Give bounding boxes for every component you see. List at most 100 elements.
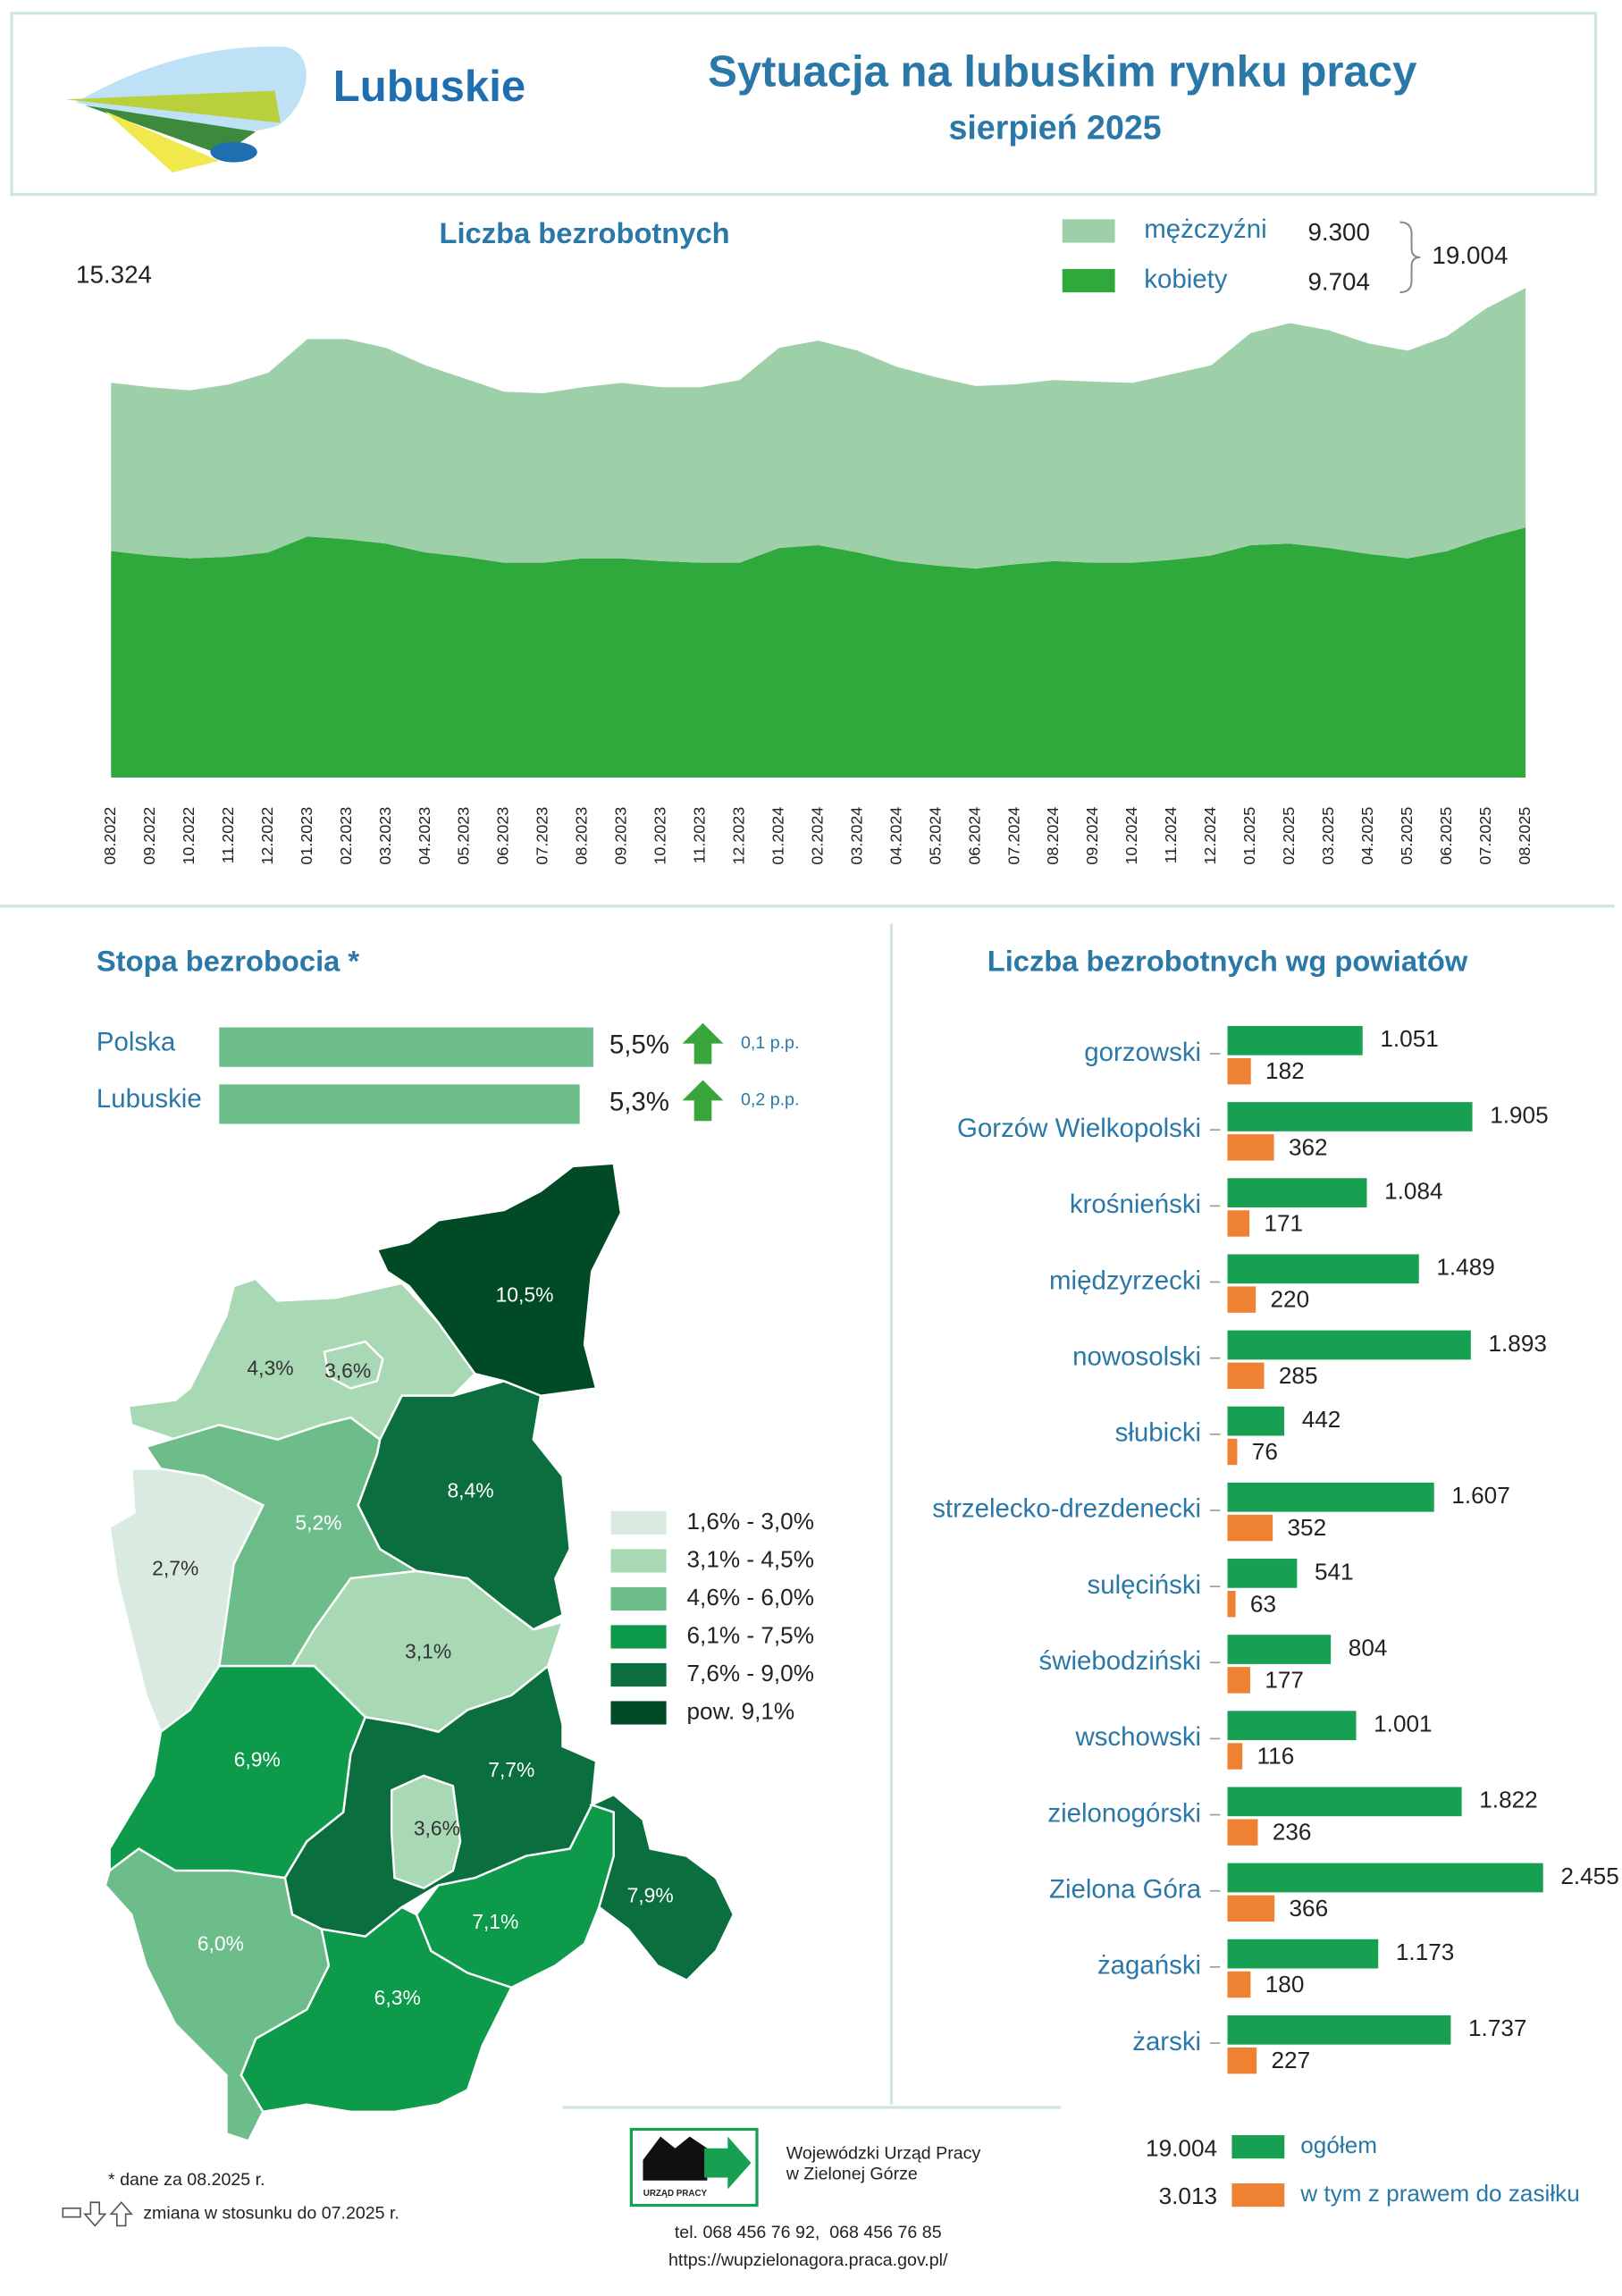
legend-brace — [1399, 221, 1421, 294]
bar — [219, 1027, 593, 1067]
bar — [1227, 1286, 1256, 1313]
region-label: 4,3% — [247, 1356, 293, 1379]
value-label: 1.893 — [1488, 1330, 1546, 1357]
legend-swatch — [610, 1701, 667, 1725]
legend-swatch — [610, 1662, 667, 1687]
logo — [65, 46, 307, 173]
x-tick-label: 04.2023 — [416, 807, 433, 865]
category-label: świebodziński — [1039, 1646, 1202, 1676]
category-label: międzyrzecki — [1049, 1266, 1201, 1295]
category-label: zielonogórski — [1047, 1798, 1201, 1828]
value-label: 1.905 — [1490, 1101, 1548, 1128]
category-label: sulęciński — [1088, 1570, 1202, 1600]
icon-up — [109, 2201, 133, 2227]
legend-swatch — [610, 1625, 667, 1649]
legend-swatch — [1231, 2182, 1285, 2208]
bar — [1227, 1362, 1265, 1389]
value-label: 352 — [1288, 1514, 1327, 1541]
map-region — [375, 1162, 623, 1397]
bar — [1227, 1711, 1357, 1741]
legend-swatch — [610, 1586, 667, 1611]
bar — [1227, 1254, 1419, 1284]
category-label: Zielona Góra — [1049, 1874, 1202, 1904]
logo-shape — [210, 141, 257, 163]
bar — [1227, 1939, 1379, 1969]
x-tick-label: 08.2024 — [1044, 807, 1062, 865]
org-logo-shape — [643, 2136, 708, 2181]
x-tick-label: 06.2024 — [965, 807, 983, 865]
value-label: 366 — [1290, 1895, 1329, 1922]
chart-title: Stopa bezrobocia * — [97, 944, 360, 977]
org-name: w Zielonej Górze — [786, 2164, 918, 2183]
value-label: 1.051 — [1380, 1025, 1438, 1052]
bar — [1227, 1635, 1332, 1664]
value-label: 804 — [1349, 1634, 1388, 1661]
value-label: 1.737 — [1468, 2014, 1526, 2041]
category-label: Lubuskie — [97, 1084, 202, 1114]
footer: * dane za 08.2025 r. zmiana w stosunku d… — [62, 2127, 980, 2270]
value-label: 236 — [1273, 1819, 1312, 1846]
region-label: 3,6% — [414, 1816, 460, 1839]
region-label: 7,9% — [627, 1884, 674, 1907]
x-tick-label: 07.2023 — [534, 807, 551, 865]
value-label: 362 — [1289, 1133, 1328, 1160]
chart-title: Liczba bezrobotnych — [440, 216, 730, 249]
url[interactable]: https://wupzielonagora.praca.gov.pl/ — [668, 2250, 948, 2270]
region-label: 3,1% — [405, 1639, 451, 1662]
bar — [1227, 1330, 1471, 1360]
bar — [1227, 1057, 1251, 1085]
x-tick-label: 11.2024 — [1162, 807, 1180, 864]
value-label: 1.489 — [1436, 1254, 1494, 1281]
x-tick-label: 03.2025 — [1319, 807, 1337, 865]
region-label: 2,7% — [152, 1556, 198, 1579]
category-label: krośnieński — [1070, 1190, 1201, 1219]
bar — [1227, 1743, 1243, 1770]
value-label: 63 — [1250, 1590, 1276, 1617]
legend-label: pow. 9,1% — [687, 1697, 795, 1724]
legend-swatch — [1062, 268, 1115, 293]
x-tick-label: 10.2024 — [1122, 807, 1140, 865]
x-tick-label: 07.2024 — [1004, 807, 1022, 865]
value-label: 5,5% — [609, 1030, 669, 1060]
x-tick-label: 03.2024 — [847, 807, 865, 865]
bar — [1227, 1102, 1473, 1131]
region-label: 5,2% — [295, 1511, 341, 1535]
x-tick-label: 04.2024 — [887, 807, 904, 865]
legend-swatch — [1231, 2135, 1285, 2159]
x-tick-label: 05.2024 — [926, 807, 944, 865]
value-label: 1.001 — [1374, 1711, 1432, 1737]
bar — [1227, 1178, 1367, 1207]
x-tick-label: 01.2023 — [298, 807, 315, 865]
value-label: 442 — [1302, 1406, 1341, 1433]
legend-label: kobiety — [1144, 265, 1228, 294]
category-label: gorzowski — [1084, 1038, 1201, 1067]
value-label: 76 — [1252, 1438, 1278, 1465]
x-tick-label: 03.2023 — [376, 807, 394, 865]
region-label: 6,9% — [234, 1747, 281, 1770]
total-label: 19.004 — [1432, 241, 1508, 269]
bar — [1227, 1438, 1238, 1466]
change-arrow — [682, 1022, 724, 1064]
x-tick-label: 09.2024 — [1083, 807, 1101, 865]
region-label: 7,7% — [488, 1758, 534, 1781]
x-tick-label: 05.2025 — [1398, 807, 1416, 865]
phone: tel. 068 456 76 92, 068 456 76 85 — [675, 2223, 942, 2242]
legend-swatch — [1062, 219, 1115, 243]
bar — [1227, 1591, 1236, 1618]
value-label: 180 — [1265, 1971, 1305, 1997]
legend-total: 19.004 — [1146, 2134, 1217, 2161]
change-note: zmiana w stosunku do 07.2025 r. — [143, 2204, 399, 2224]
change-label: 0,1 p.p. — [741, 1033, 799, 1053]
bar — [1227, 2047, 1257, 2074]
x-tick-label: 11.2023 — [691, 807, 709, 864]
bar — [1227, 2014, 1451, 2045]
value-label: 1.822 — [1479, 1787, 1537, 1813]
value-label: 1.607 — [1451, 1482, 1509, 1509]
value-label: 220 — [1271, 1286, 1310, 1313]
x-tick-label: 01.2025 — [1240, 807, 1258, 865]
legend-swatch — [610, 1510, 667, 1535]
bar — [1227, 1863, 1543, 1893]
region-label: 7,1% — [472, 1910, 518, 1933]
legend-label: mężczyźni — [1144, 214, 1266, 244]
